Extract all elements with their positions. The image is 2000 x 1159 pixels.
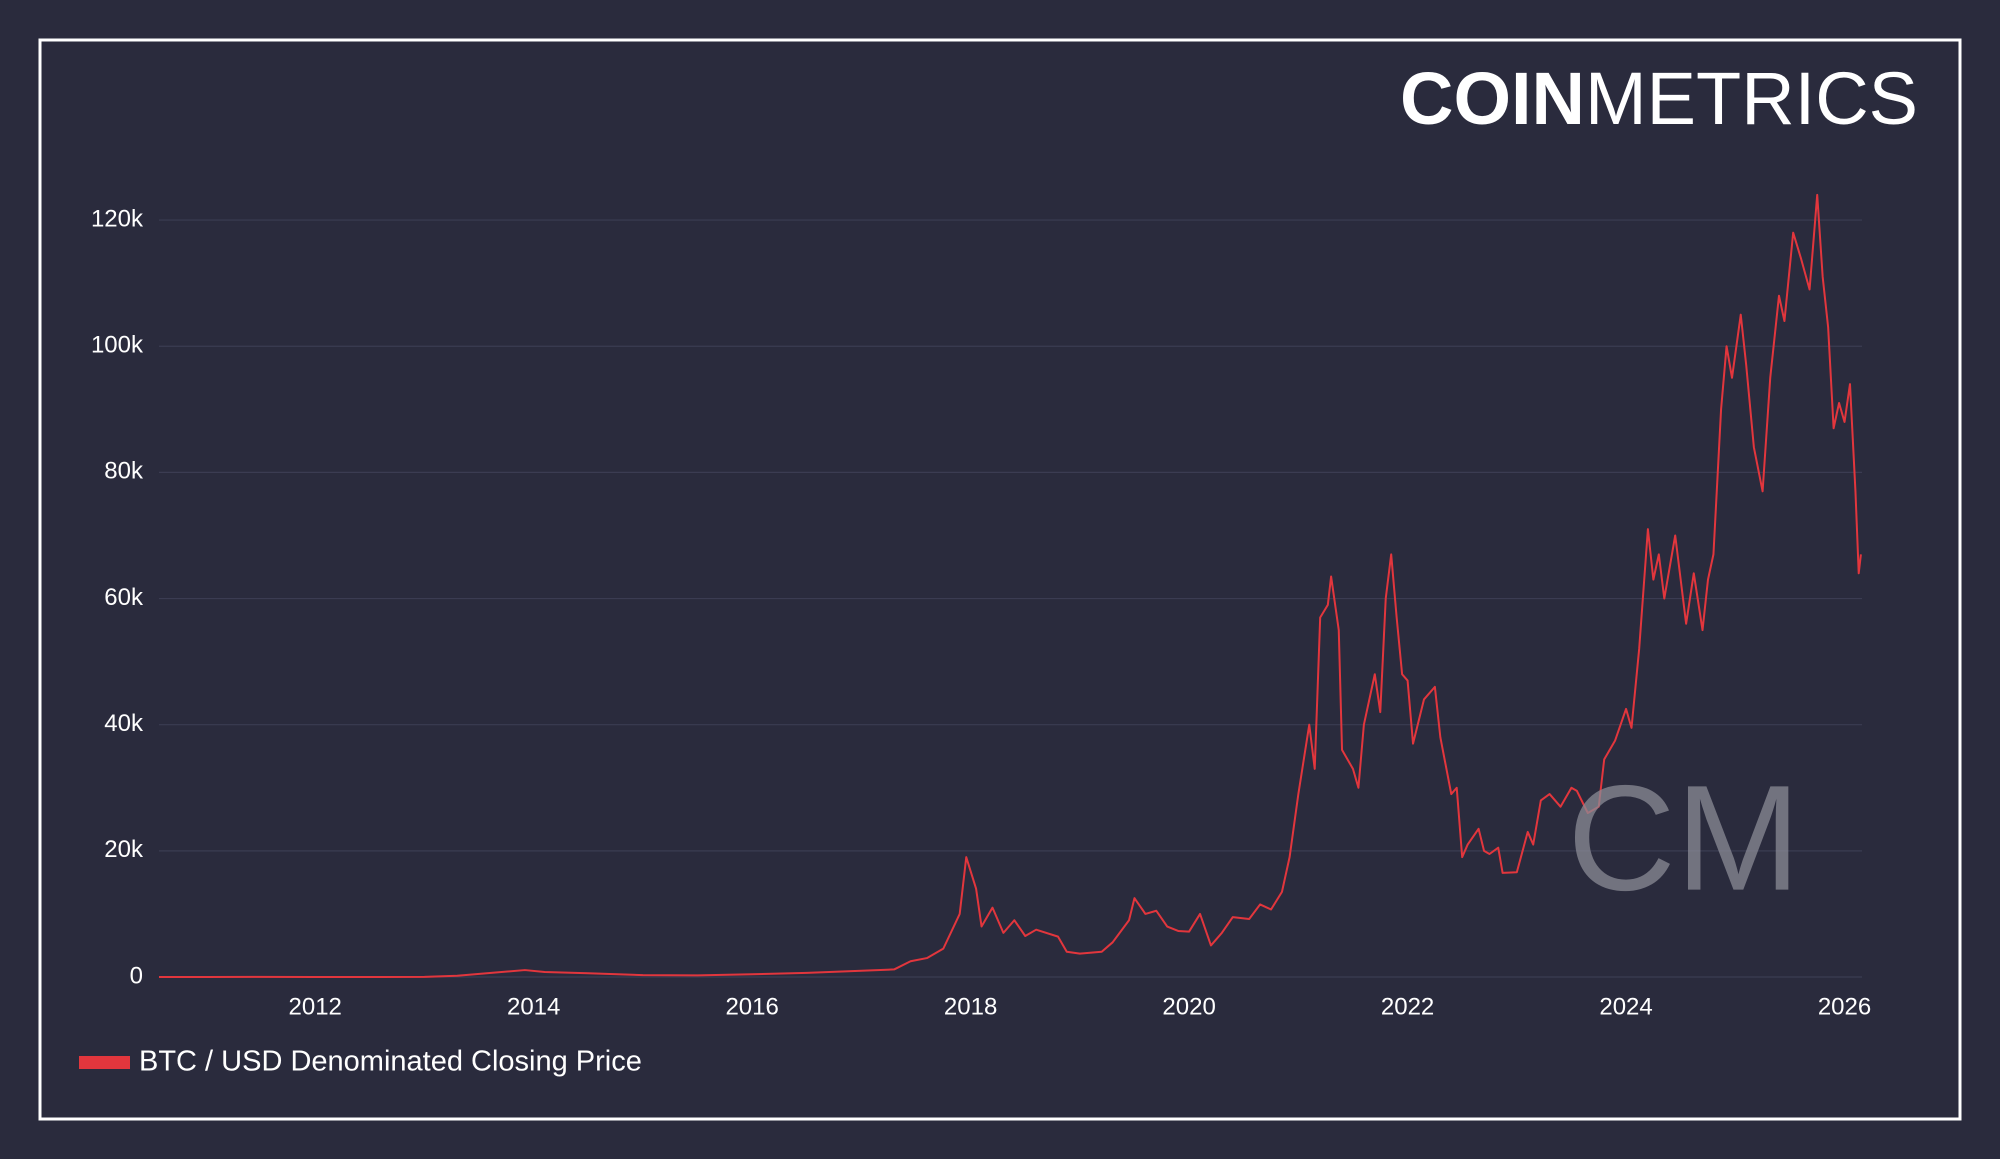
x-tick-label: 2024 [1599, 993, 1652, 1020]
legend-swatch [79, 1056, 130, 1069]
watermark: CM [1567, 754, 1800, 922]
logo-bold: COIN [1400, 57, 1585, 140]
y-tick-label: 40k [104, 710, 144, 737]
x-tick-label: 2014 [507, 993, 560, 1020]
y-tick-label: 100k [91, 332, 144, 359]
x-tick-label: 2012 [289, 993, 342, 1020]
y-tick-label: 120k [91, 205, 144, 232]
legend-label: BTC / USD Denominated Closing Price [139, 1046, 642, 1078]
x-tick-label: 2022 [1381, 993, 1434, 1020]
logo: COINMETRICS [1400, 57, 1918, 140]
x-tick-label: 2020 [1162, 993, 1215, 1020]
logo-light: METRICS [1585, 57, 1918, 140]
x-tick-label: 2016 [725, 993, 778, 1020]
y-tick-label: 0 [130, 962, 143, 989]
y-tick-label: 20k [104, 836, 144, 863]
y-tick-label: 80k [104, 458, 144, 485]
x-tick-label: 2026 [1818, 993, 1871, 1020]
frame [38, 38, 1962, 1121]
x-tick-label: 2018 [944, 993, 997, 1020]
y-tick-label: 60k [104, 584, 144, 611]
price-line [159, 193, 1862, 978]
